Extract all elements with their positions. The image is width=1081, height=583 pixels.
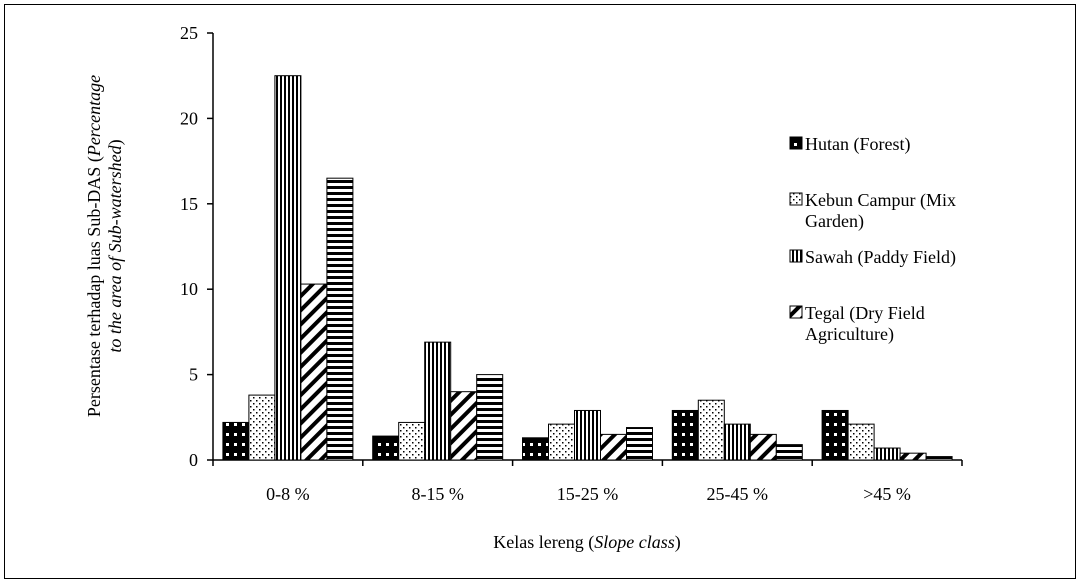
y-tick-label: 25 [180, 23, 198, 43]
x-tick-label: 25-45 % [707, 484, 769, 504]
bar-dots-white [847, 423, 875, 461]
x-tick-label: 15-25 % [557, 484, 619, 504]
bar-vertical-lines [873, 447, 901, 461]
bar-dots-black [222, 421, 250, 461]
bar-diagonal [600, 433, 627, 461]
bar-horizontal-lines [626, 427, 653, 461]
x-tick-label: >45 % [863, 484, 911, 504]
bars [222, 75, 953, 461]
bar-vertical-lines [424, 341, 452, 461]
legend-label: Agriculture) [805, 324, 894, 345]
legend-label: Hutan (Forest) [805, 134, 910, 155]
x-tick-label: 8-15 % [411, 484, 464, 504]
legend-label: Sawah (Paddy Field) [805, 247, 956, 268]
bar-horizontal-lines [925, 456, 953, 461]
legend-label: Tegal (Dry Field [805, 303, 925, 324]
bar-dots-white [248, 394, 276, 461]
bar-horizontal-lines [326, 177, 354, 461]
x-tick-label: 0-8 % [266, 484, 310, 504]
x-axis-title: Kelas lereng (Slope class) [493, 532, 680, 553]
bar-vertical-lines [574, 409, 601, 461]
bar-horizontal-lines [775, 444, 803, 461]
bar-diagonal [899, 452, 927, 461]
bar-dots-black [372, 435, 400, 461]
y-tick-label: 15 [180, 194, 198, 214]
bar-diagonal [450, 391, 478, 461]
legend-label: Kebun Campur (Mix [805, 190, 956, 211]
bar-dots-black [522, 437, 549, 461]
legend-swatch [789, 305, 803, 319]
bar-dots-white [548, 423, 575, 461]
bar-horizontal-lines [476, 374, 504, 461]
legend-swatch [789, 192, 803, 206]
y-ticks: 0 5 10 15 20 25 [180, 23, 213, 470]
bar-dots-black [671, 409, 699, 461]
chart-frame [4, 4, 1076, 579]
bar-diagonal [749, 433, 777, 461]
bar-diagonal [300, 283, 328, 461]
svg-text:Persentase terhadap luas Sub-D: Persentase terhadap luas Sub-DAS (Percen… [84, 75, 105, 417]
svg-text:to the area of Sub-watershed): to the area of Sub-watershed) [105, 139, 126, 352]
y-tick-label: 10 [180, 279, 198, 299]
y-tick-label: 0 [189, 450, 198, 470]
y-axis-title: Persentase terhadap luas Sub-DAS (Percen… [84, 75, 126, 417]
x-ticks: 0-8 % 8-15 % 15-25 % 25-45 % >45 % [212, 460, 963, 504]
bar-dots-white [398, 421, 426, 461]
y-tick-label: 20 [180, 108, 198, 128]
bar-dots-black [821, 409, 849, 461]
bar-dots-white [697, 399, 725, 461]
y-tick-label: 5 [189, 365, 198, 385]
legend-swatch [789, 136, 803, 150]
bar-vertical-lines [723, 423, 751, 461]
bar-vertical-lines [274, 75, 302, 461]
legend-swatch [789, 249, 803, 263]
legend-label: Garden) [805, 211, 864, 232]
